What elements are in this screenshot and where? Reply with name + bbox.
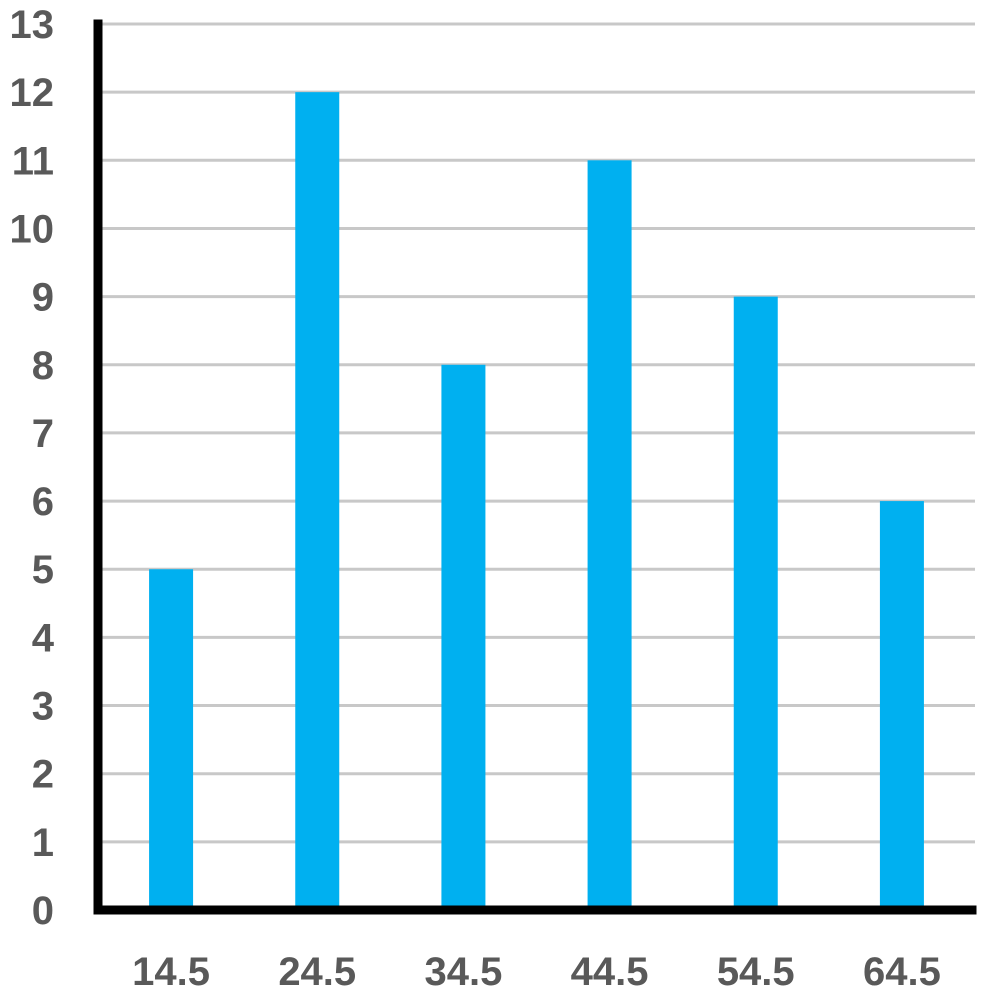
x-tick-label: 34.5 bbox=[424, 950, 502, 994]
x-tick-label: 54.5 bbox=[717, 950, 795, 994]
y-tick-label: 1 bbox=[32, 821, 54, 865]
gridlines bbox=[98, 22, 975, 844]
y-tick-label: 12 bbox=[10, 71, 55, 115]
bar-44.5 bbox=[587, 160, 632, 911]
x-tick-label: 14.5 bbox=[132, 950, 210, 994]
y-tick-label: 6 bbox=[32, 480, 54, 524]
bars bbox=[149, 92, 924, 911]
x-tick-labels: 14.5 24.5 34.5 44.5 54.5 64.5 bbox=[132, 950, 941, 994]
bar-34.5 bbox=[441, 364, 486, 910]
y-tick-label: 3 bbox=[32, 685, 54, 729]
y-tick-label: 4 bbox=[32, 616, 55, 660]
y-tick-label: 0 bbox=[32, 889, 54, 933]
bar-24.5 bbox=[295, 92, 340, 910]
bar-54.5 bbox=[733, 296, 778, 911]
x-tick-label: 24.5 bbox=[278, 950, 356, 994]
axes bbox=[93, 19, 977, 915]
x-tick-label: 44.5 bbox=[571, 950, 649, 994]
bar-64.5 bbox=[879, 501, 924, 910]
y-tick-label: 7 bbox=[32, 412, 54, 456]
y-tick-label: 2 bbox=[32, 753, 54, 797]
y-tick-label: 5 bbox=[32, 548, 54, 592]
bar-14.5 bbox=[149, 569, 194, 910]
y-tick-label: 11 bbox=[12, 139, 54, 183]
y-tick-label: 8 bbox=[32, 344, 54, 388]
y-tick-label: 9 bbox=[32, 276, 54, 320]
y-tick-label: 13 bbox=[10, 3, 55, 47]
y-tick-label: 10 bbox=[10, 207, 55, 251]
x-tick-label: 64.5 bbox=[863, 950, 941, 994]
